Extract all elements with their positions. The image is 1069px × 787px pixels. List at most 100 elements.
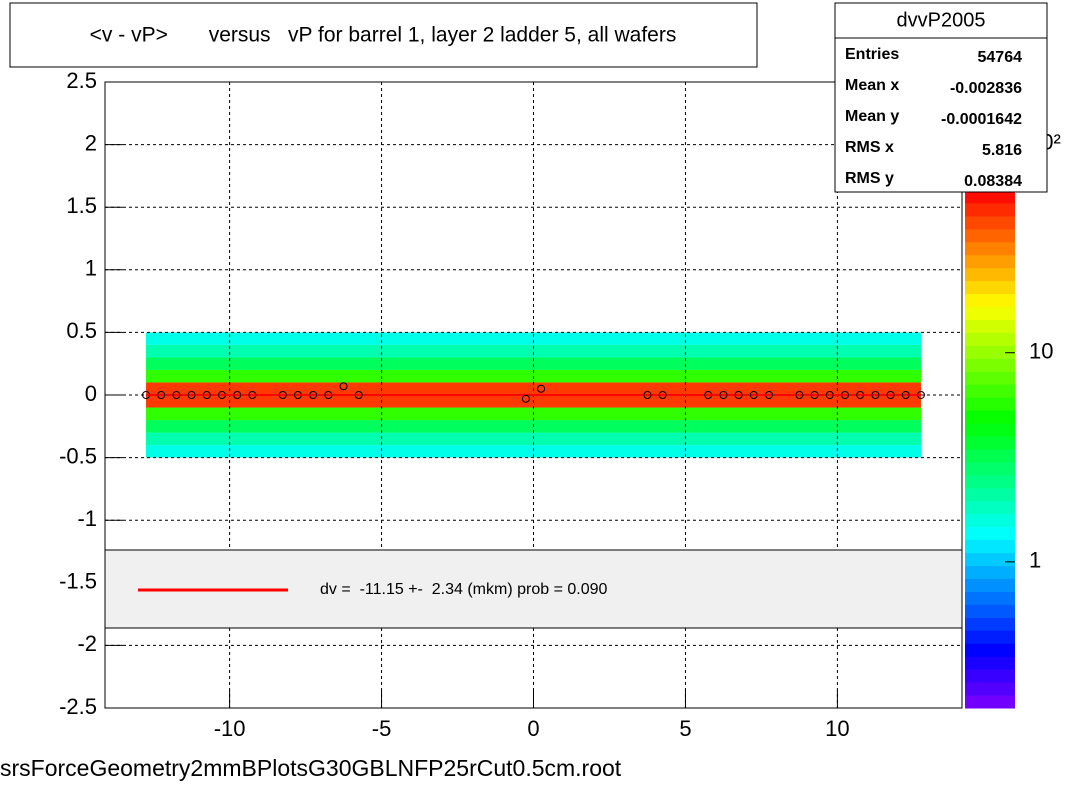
colorbar-cell <box>965 215 1015 230</box>
point <box>901 391 910 399</box>
colorbar-cell <box>965 487 1015 502</box>
colorbar-cell <box>965 565 1015 579</box>
point <box>886 391 895 399</box>
colorbar-cell <box>965 604 1015 618</box>
y-tick-label: -1.5 <box>59 569 97 594</box>
point <box>142 391 151 399</box>
colorbar-cell <box>965 617 1015 631</box>
stats-title: dvvP2005 <box>897 9 986 31</box>
colorbar-cell <box>965 293 1015 308</box>
y-tick-label: -2 <box>77 631 97 656</box>
title-box <box>9 2 758 68</box>
colorbar-cell <box>965 202 1015 217</box>
colorbar-cell <box>965 319 1015 333</box>
y-tick-label: 2 <box>85 130 97 155</box>
heat-cell <box>146 332 921 345</box>
colorbar-cell <box>965 539 1015 554</box>
colorbar-cell <box>965 228 1015 243</box>
point <box>202 391 211 399</box>
colorbar-cell <box>965 578 1015 592</box>
colorbar-cell <box>965 474 1015 489</box>
y-tick-label: 0.5 <box>66 318 97 343</box>
colorbar-cell <box>965 190 1015 204</box>
point <box>795 391 804 399</box>
point <box>704 391 713 399</box>
legend-text: dv = -11.15 +- 2.34 (mkm) prob = 0.090 <box>320 581 608 598</box>
y-tick-label: 1 <box>85 256 97 281</box>
point <box>354 391 363 399</box>
colorbar-cell <box>965 591 1015 605</box>
point <box>643 391 652 399</box>
heat-cell <box>146 445 921 458</box>
point <box>278 391 287 399</box>
colorbar-cell <box>965 241 1015 256</box>
point <box>339 382 348 391</box>
point <box>825 391 834 399</box>
y-tick-label: -1 <box>77 506 97 531</box>
footer: srsForceGeometry2mmBPlotsG30GBLNFP25rCut… <box>0 755 622 781</box>
colorbar-cell <box>965 371 1015 385</box>
point <box>658 391 667 399</box>
stats-label: Mean y <box>845 108 899 125</box>
point <box>521 394 530 403</box>
stats-label: RMS y <box>845 170 894 187</box>
point <box>324 391 333 399</box>
point <box>187 391 196 399</box>
colorbar-cell <box>965 254 1015 269</box>
point <box>856 391 865 399</box>
colorbar-cell <box>965 306 1015 320</box>
x-tick-label: 5 <box>679 716 691 741</box>
point <box>840 391 849 399</box>
colorbar-cell <box>965 695 1015 709</box>
colorbar-cell <box>965 410 1015 424</box>
colorbar-cell <box>965 397 1015 411</box>
stats-value: 5.816 <box>982 142 1022 159</box>
y-tick-label: 2.5 <box>66 68 97 93</box>
colorbar-cell <box>965 669 1015 683</box>
point <box>719 391 728 399</box>
point <box>810 391 819 399</box>
heat-cell <box>146 344 921 358</box>
y-tick-label: -0.5 <box>59 443 97 468</box>
colorbar-cell <box>965 643 1015 657</box>
stats-value: 0.08384 <box>964 173 1022 190</box>
point <box>871 391 880 399</box>
z-tick-label: 10 <box>1029 339 1053 364</box>
colorbar-cell <box>965 500 1015 515</box>
point <box>218 391 227 399</box>
chart-title: <v - vP> versus vP for barrel 1, layer 2… <box>90 24 677 47</box>
colorbar-cell <box>965 552 1015 567</box>
stats-label: RMS x <box>845 139 894 156</box>
colorbar-cell <box>965 423 1015 437</box>
stats-value: 54764 <box>978 49 1023 66</box>
point <box>734 391 743 399</box>
colorbar-cell <box>965 384 1015 398</box>
stats-value: -0.002836 <box>950 80 1022 97</box>
colorbar-cell <box>965 682 1015 696</box>
x-tick-label: 0 <box>527 716 539 741</box>
z-tick-label: 1 <box>1029 548 1041 573</box>
y-tick-label: -2.5 <box>59 694 97 719</box>
stats-box <box>834 2 1048 193</box>
colorbar-cell <box>965 449 1015 463</box>
point <box>309 391 318 399</box>
colorbar-cell <box>965 267 1015 282</box>
heat-cell <box>146 357 921 370</box>
point <box>172 391 181 399</box>
stats-value: -0.0001642 <box>941 111 1022 128</box>
colorbar-cell <box>965 526 1015 541</box>
point <box>248 391 257 399</box>
point <box>749 391 758 399</box>
colorbar-cell <box>965 436 1015 450</box>
y-tick-label: 0 <box>85 381 97 406</box>
point <box>233 391 242 399</box>
colorbar-cell <box>965 332 1015 346</box>
colorbar-cell <box>965 656 1015 670</box>
colorbar-cell <box>965 461 1015 476</box>
stats-label: Entries <box>845 46 899 63</box>
point <box>916 391 925 399</box>
x-tick-label: 10 <box>825 716 849 741</box>
colorbar-cell <box>965 358 1015 372</box>
point <box>157 391 166 399</box>
